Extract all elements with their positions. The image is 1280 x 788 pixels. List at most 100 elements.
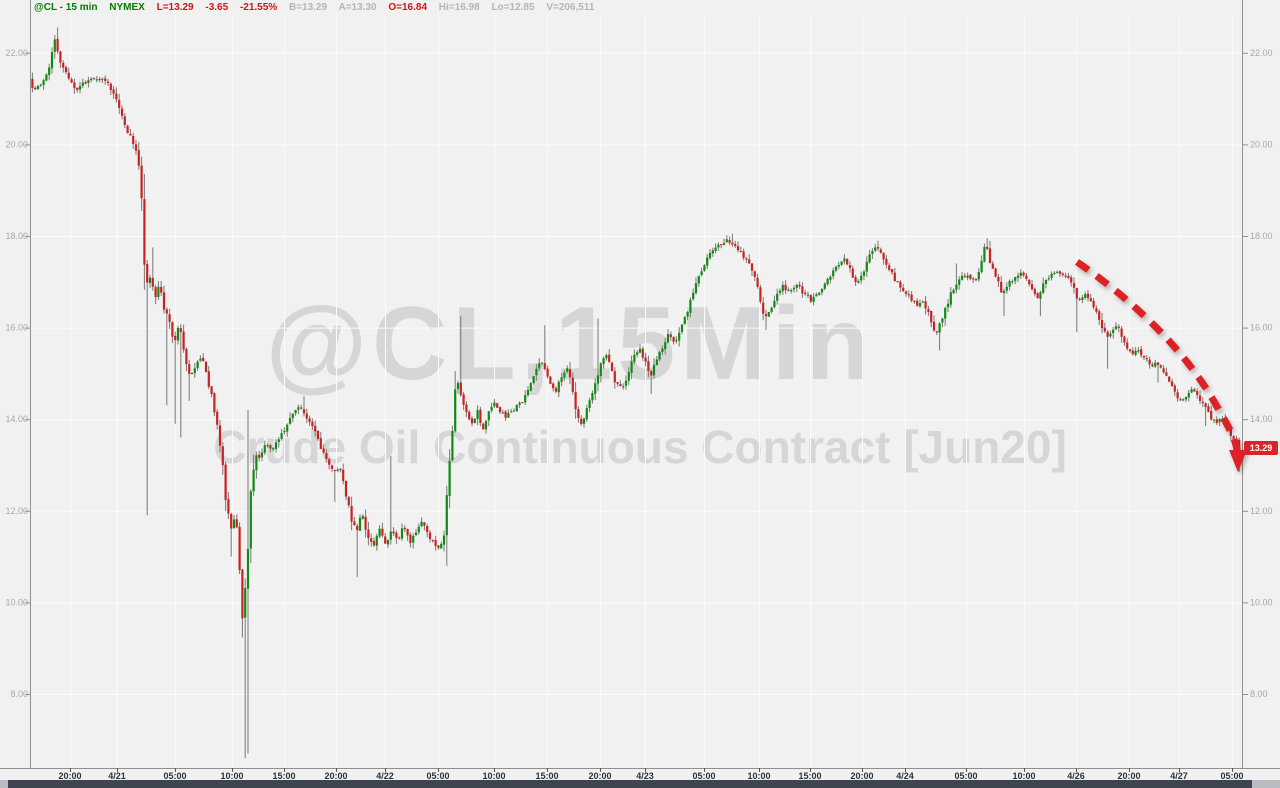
candle-body [692,292,695,300]
candle-body [728,240,731,243]
candle-body [560,377,563,382]
candle-body [414,532,418,536]
candle-body [1114,326,1118,330]
candle-body [983,246,986,262]
candle-body [1123,336,1126,343]
ask-price: A=13.30 [338,2,377,13]
down-arrow-annotation[interactable] [1075,259,1247,472]
time-axis-label: 10:00 [482,771,505,781]
candle-body [955,284,958,290]
candle-body [258,454,261,458]
candle-body [328,459,331,465]
candle-body [627,372,630,381]
candle-body [1050,273,1053,278]
candle-body [568,369,572,378]
session-high: Hi=16.98 [438,2,480,13]
candle-body [644,357,647,362]
candle-body [199,358,202,361]
candle-body [650,371,653,376]
candle-body [168,314,171,322]
candle-body [829,276,832,280]
price-axis-label: 20.00 [5,139,28,149]
candle-body [171,322,174,337]
price-axis-label: 22.00 [5,48,28,58]
candle-body [456,383,460,390]
candle-body [235,519,238,528]
candle-body [1086,293,1090,299]
candle-body [792,287,796,290]
price-axis-label: 14.00 [5,414,28,424]
candle-body [823,283,826,289]
candle-body [809,295,812,302]
candle-body [207,371,210,387]
candle-body [868,254,871,263]
candle-body [960,275,964,280]
candle-body [42,80,45,85]
candle-body [546,368,549,377]
candle-body [904,291,908,294]
candle-body [857,280,860,283]
candle-body [400,528,404,539]
candle-body [1142,355,1146,358]
candle-body [963,275,966,277]
candle-body [314,425,317,432]
candle-body [501,412,504,414]
candle-body [73,82,76,89]
gridlines [31,14,1242,768]
candle-body [812,296,815,302]
candle-body [143,199,146,265]
candle-body [305,413,308,419]
candle-body [288,418,292,424]
candle-body [364,516,367,530]
candle-body [714,247,717,251]
candle-body [1140,349,1143,356]
candle-body [683,317,686,325]
candle-body [913,300,916,302]
candle-body [311,421,314,427]
candle-body [647,361,650,371]
candle-body [795,284,798,288]
candle-body [820,288,824,293]
candle-body [580,418,583,424]
candle-body [1151,364,1154,367]
candle-body [140,165,143,199]
candle-body [753,271,756,277]
candle-body [720,244,723,246]
candle-body [115,93,118,100]
watermark-symbol: @CL,15Min [265,286,875,402]
candle-body [932,321,936,331]
candle-body [277,439,280,443]
candle-body [316,431,320,440]
time-axis-label: 4/27 [1170,771,1188,781]
candle-body [95,79,98,81]
candle-body [137,150,140,166]
candle-body [459,382,462,395]
candle-body [78,85,82,90]
candle-body [1232,436,1235,442]
time-axis-label: 10:00 [1012,771,1035,781]
candle-body [599,363,602,377]
candle-body [1011,281,1014,283]
candle-body [1014,277,1017,281]
session-low: Lo=12.85 [491,2,535,13]
candle-body [473,418,476,424]
last-price-tag: 13.29 [1244,441,1278,455]
candle-body [202,357,205,362]
candle-body [392,531,395,534]
candle-body [154,287,157,298]
candle-body [442,535,446,545]
candle-body [638,348,642,353]
candle-body [381,528,384,536]
candle-body [1000,281,1003,293]
candle-body [834,266,838,271]
candle-body [717,244,720,248]
candle-body [893,272,896,282]
candle-body [1056,271,1059,273]
candle-body [840,261,843,265]
price-axis-label: 10.00 [1250,597,1273,607]
candle-body [67,72,70,79]
candle-body [1005,286,1008,291]
